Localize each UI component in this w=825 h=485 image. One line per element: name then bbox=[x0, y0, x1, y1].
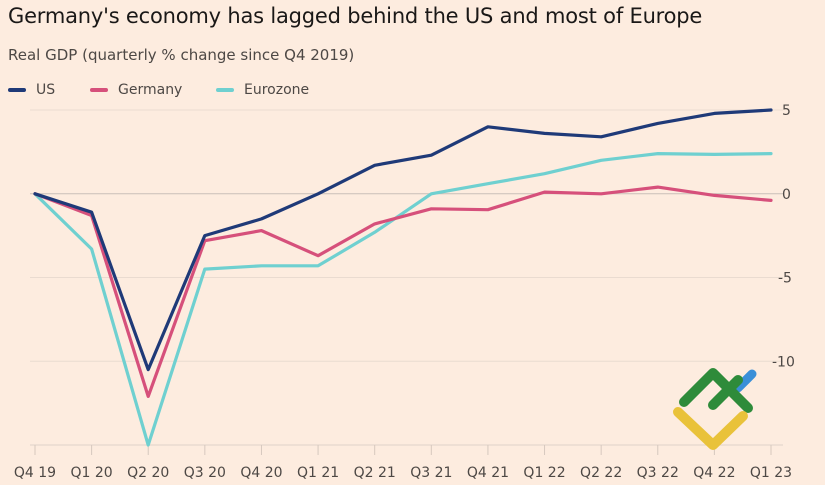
x-tick-label: Q1 23 bbox=[750, 465, 792, 481]
legend-swatch-us bbox=[8, 88, 26, 92]
chart-title: Germany's economy has lagged behind the … bbox=[8, 4, 703, 28]
x-tick-label: Q3 22 bbox=[637, 465, 679, 481]
x-tick-label: Q3 21 bbox=[410, 465, 452, 481]
logo-stroke-yellow bbox=[673, 407, 748, 450]
series-lines bbox=[33, 108, 773, 447]
series-line-germany bbox=[33, 185, 773, 398]
x-tick-label: Q1 20 bbox=[71, 465, 113, 481]
x-tick-label: Q2 22 bbox=[580, 465, 622, 481]
y-tick-label: 0 bbox=[782, 187, 791, 203]
x-tick-label: Q2 20 bbox=[127, 465, 169, 481]
x-axis: Q4 19 Q1 20 Q2 20 Q3 20 Q4 20 Q1 21 Q2 21 Q3 21… bbox=[14, 444, 792, 481]
x-tick-label: Q2 21 bbox=[354, 465, 396, 481]
legend-item-germany: Germany bbox=[90, 82, 216, 98]
x-tick-label: Q1 22 bbox=[523, 465, 565, 481]
gridlines bbox=[30, 109, 783, 362]
y-tick-label: -10 bbox=[772, 354, 795, 370]
x-tick-label: Q1 21 bbox=[297, 465, 339, 481]
legend-label-germany: Germany bbox=[118, 82, 183, 98]
legend-label-eurozone: Eurozone bbox=[244, 82, 310, 98]
legend-swatch-eurozone bbox=[216, 88, 234, 92]
y-tick-label: 5 bbox=[782, 103, 791, 119]
legend-item-eurozone: Eurozone bbox=[216, 82, 309, 98]
x-tick-label: Q4 22 bbox=[693, 465, 735, 481]
y-tick-label: -5 bbox=[778, 271, 792, 287]
x-tick-label: Q4 21 bbox=[467, 465, 509, 481]
legend-label-us: US bbox=[36, 82, 56, 98]
legend-item-us: US bbox=[8, 82, 90, 98]
y-axis-ticks: 5 0 -5 -10 bbox=[772, 103, 795, 370]
legend-swatch-germany bbox=[90, 88, 108, 92]
x-tick-label: Q4 19 bbox=[14, 465, 56, 481]
broker-logo-icon bbox=[673, 368, 757, 450]
x-tick-label: Q3 20 bbox=[184, 465, 226, 481]
x-tick-label: Q4 20 bbox=[240, 465, 282, 481]
chart-subtitle: Real GDP (quarterly % change since Q4 20… bbox=[8, 46, 355, 64]
series-line-us bbox=[33, 108, 773, 372]
series-line-eurozone bbox=[33, 152, 773, 447]
logo-stroke-green-bar bbox=[708, 375, 743, 410]
legend: US Germany Eurozone bbox=[8, 82, 309, 98]
logo-stroke-blue bbox=[733, 369, 757, 393]
logo-stroke-green-arch bbox=[679, 368, 753, 413]
